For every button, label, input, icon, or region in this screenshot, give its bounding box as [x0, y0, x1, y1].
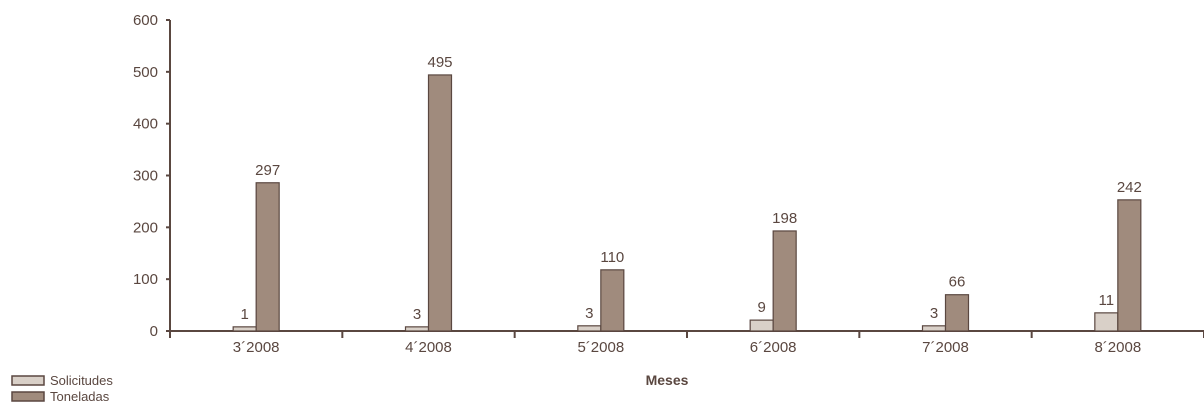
- bars: [232, 74, 1142, 332]
- data-label-toneladas: 110: [600, 249, 624, 266]
- y-axis: 0 100 200 300 400 500 600: [133, 12, 171, 340]
- data-label-solicitudes: 11: [1099, 292, 1115, 309]
- x-tick-label: 8´2008: [1094, 339, 1141, 356]
- legend-swatch-solicitudes: [11, 375, 45, 386]
- x-tick-label: 5´2008: [577, 339, 624, 356]
- data-label-solicitudes: 3: [585, 305, 593, 322]
- y-tick-label: 200: [133, 219, 158, 236]
- x-tick-label: 7´2008: [922, 339, 969, 356]
- y-tick-label: 400: [133, 116, 158, 133]
- y-tick-label: 100: [133, 271, 158, 288]
- bar-solicitudes: [921, 325, 947, 332]
- data-label-solicitudes: 1: [240, 306, 248, 323]
- data-label-toneladas: 66: [949, 274, 966, 291]
- y-tick-label: 600: [133, 12, 158, 29]
- data-label-solicitudes: 9: [757, 299, 765, 316]
- x-tick-label: 4´2008: [405, 339, 452, 356]
- data-label-toneladas: 198: [772, 210, 797, 227]
- data-label-solicitudes: 3: [930, 305, 938, 322]
- data-label-toneladas: 297: [255, 162, 280, 179]
- x-axis-title: Meses: [646, 372, 689, 388]
- bar-toneladas: [772, 230, 797, 332]
- bar-toneladas: [600, 269, 625, 332]
- bar-toneladas: [427, 74, 453, 332]
- x-tick-label: 3´2008: [233, 339, 280, 356]
- legend-swatch-toneladas: [11, 391, 45, 402]
- bar-solicitudes: [404, 326, 430, 332]
- data-label-solicitudes: 3: [413, 306, 421, 323]
- data-label-toneladas: 495: [427, 54, 452, 71]
- data-label-toneladas: 242: [1117, 179, 1142, 196]
- bar-solicitudes: [749, 319, 774, 332]
- bar-solicitudes: [577, 325, 602, 332]
- bar-solicitudes: [1094, 312, 1119, 332]
- data-labels: 1 297 3 495 3 110 9 198 3 66 11 242: [240, 54, 1141, 323]
- x-axis: 3´2008 4´2008 5´2008 6´2008 7´2008 8´2008: [169, 330, 1204, 356]
- legend-label-solicitudes: Solicitudes: [50, 373, 113, 388]
- x-tick-label: 6´2008: [750, 339, 797, 356]
- y-tick-label: 500: [133, 64, 158, 81]
- bar-toneladas: [255, 182, 280, 332]
- y-tick-label: 0: [150, 323, 158, 340]
- bar-toneladas: [944, 294, 970, 332]
- legend-label-toneladas: Toneladas: [50, 389, 110, 404]
- bar-solicitudes: [232, 326, 257, 332]
- y-tick-label: 300: [133, 168, 158, 185]
- bar-toneladas: [1117, 199, 1142, 332]
